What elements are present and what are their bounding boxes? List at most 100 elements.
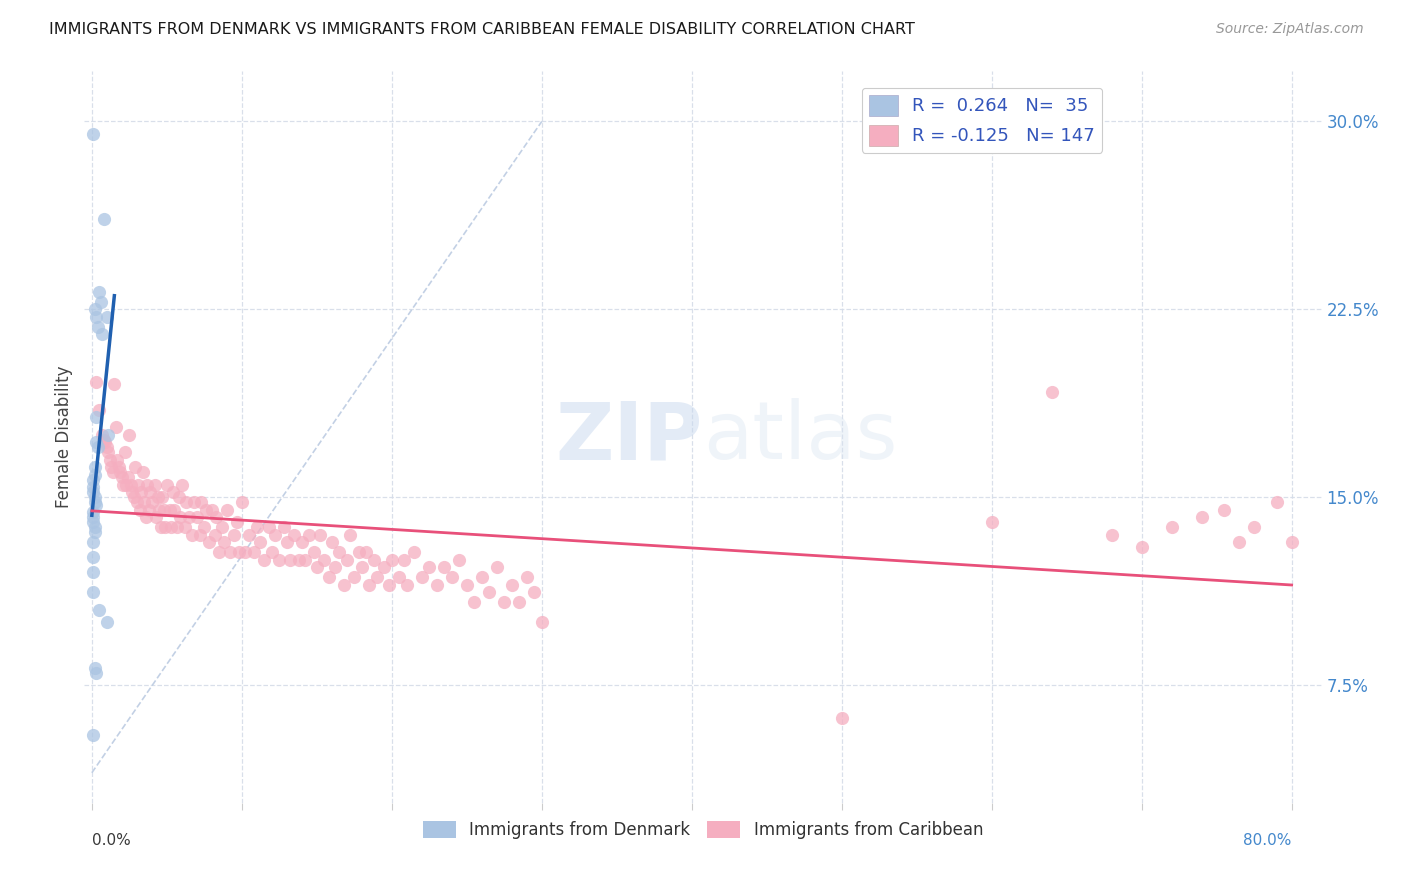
Point (82, 550, 104, 565)
Point (134, 495, 156, 509)
Point (82, 566, 104, 580)
Point (101, 465, 124, 479)
Point (82, 515, 104, 529)
Point (411, 570, 433, 584)
Point (83, 495, 105, 509)
Point (1265, 495, 1288, 509)
Point (1040, 384, 1063, 399)
Point (226, 515, 249, 529)
Point (233, 545, 256, 559)
Point (96, 440, 118, 454)
Point (96, 310, 118, 324)
Point (508, 595, 530, 609)
Point (166, 520, 188, 534)
Point (86, 435, 108, 450)
Point (159, 502, 181, 516)
Point (83, 525, 105, 540)
Point (1191, 510, 1213, 524)
Text: ZIP: ZIP (555, 398, 703, 476)
Point (91, 427, 114, 442)
Point (82, 728, 104, 742)
Point (356, 545, 378, 559)
Point (173, 520, 195, 534)
Point (231, 495, 253, 509)
Point (260, 545, 283, 559)
Point (359, 578, 381, 592)
Point (82, 510, 104, 524)
Point (1160, 520, 1182, 534)
Point (143, 477, 166, 491)
Point (288, 553, 311, 567)
Point (181, 528, 204, 542)
Point (183, 495, 205, 509)
Point (179, 510, 201, 524)
Point (257, 520, 280, 534)
Point (155, 520, 177, 534)
Point (980, 515, 1002, 529)
Point (135, 510, 157, 524)
Point (463, 595, 485, 609)
Point (253, 553, 276, 567)
Point (392, 553, 415, 567)
Point (87, 440, 110, 454)
Point (156, 477, 179, 491)
Point (1227, 535, 1250, 549)
Point (163, 502, 186, 516)
Point (93, 212, 115, 227)
Point (114, 445, 136, 459)
Point (501, 578, 523, 592)
Point (149, 520, 172, 534)
Point (190, 495, 212, 509)
Point (263, 528, 285, 542)
Point (111, 470, 134, 484)
Point (139, 485, 162, 500)
Point (82, 473, 104, 487)
Point (395, 578, 418, 592)
Point (117, 470, 139, 484)
Point (160, 520, 183, 534)
Point (328, 545, 350, 559)
Point (373, 560, 395, 574)
Text: atlas: atlas (703, 398, 897, 476)
Point (336, 553, 359, 567)
Point (82, 585, 104, 599)
Point (83, 490, 105, 504)
Point (145, 510, 167, 524)
Point (291, 535, 314, 549)
Point (103, 377, 125, 392)
Point (188, 528, 211, 542)
Point (89, 285, 111, 299)
Point (105, 452, 128, 467)
Point (108, 460, 131, 475)
Point (110, 465, 132, 479)
Point (121, 485, 143, 500)
Point (97, 427, 120, 442)
Point (363, 553, 385, 567)
Point (478, 585, 501, 599)
Point (82, 485, 104, 500)
Point (433, 560, 456, 574)
Point (485, 560, 508, 574)
Point (127, 477, 149, 491)
Point (205, 510, 228, 524)
Point (366, 570, 388, 584)
Point (83, 467, 105, 482)
Point (162, 485, 184, 500)
Point (120, 477, 142, 491)
Point (167, 490, 190, 504)
Point (1243, 520, 1265, 534)
Point (198, 535, 221, 549)
Point (82, 535, 104, 549)
Point (98, 452, 121, 467)
Point (246, 520, 269, 534)
Point (456, 578, 478, 592)
Point (350, 560, 373, 574)
Point (86, 498, 108, 512)
Point (323, 560, 346, 574)
Point (471, 570, 494, 584)
Point (298, 528, 321, 542)
Point (86, 310, 108, 324)
Point (228, 545, 250, 559)
Point (1213, 502, 1236, 516)
Point (86, 665, 108, 680)
